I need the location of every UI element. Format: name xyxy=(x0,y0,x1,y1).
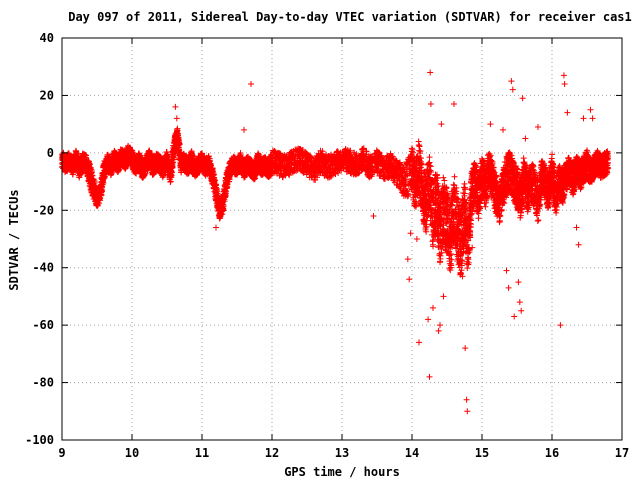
chart-background xyxy=(0,0,640,480)
